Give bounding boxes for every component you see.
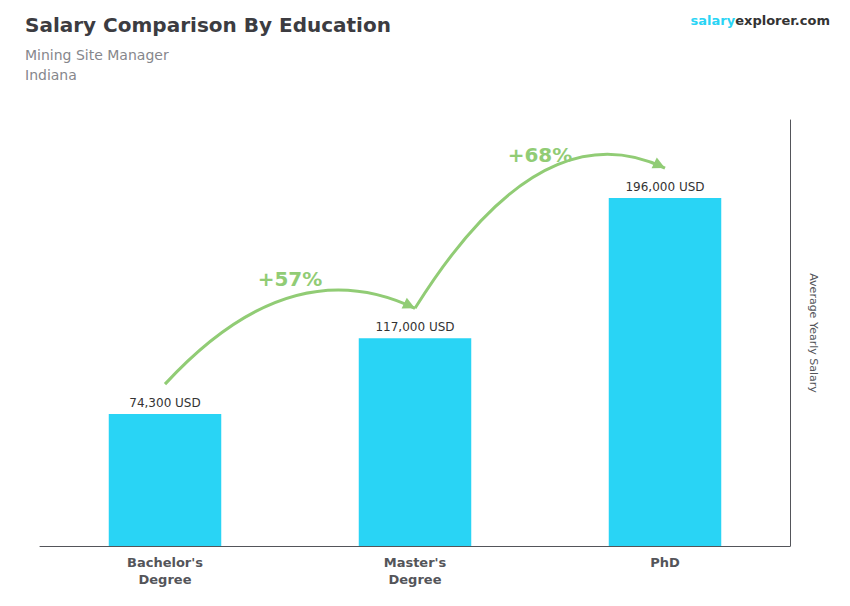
svg-text:Bachelor's: Bachelor's bbox=[127, 555, 203, 570]
svg-text:Degree: Degree bbox=[389, 572, 442, 587]
svg-text:PhD: PhD bbox=[650, 555, 680, 570]
svg-text:Degree: Degree bbox=[139, 572, 192, 587]
svg-text:Salary Comparison By Education: Salary Comparison By Education bbox=[25, 13, 391, 37]
svg-text:+57%: +57% bbox=[258, 267, 323, 291]
svg-text:Mining Site Manager: Mining Site Manager bbox=[25, 47, 169, 63]
svg-text:74,300 USD: 74,300 USD bbox=[129, 396, 200, 410]
svg-text:196,000 USD: 196,000 USD bbox=[625, 180, 704, 194]
svg-text:+68%: +68% bbox=[508, 143, 573, 167]
svg-text:Indiana: Indiana bbox=[25, 67, 77, 83]
svg-text:Master's: Master's bbox=[384, 555, 447, 570]
svg-text:117,000 USD: 117,000 USD bbox=[375, 320, 454, 334]
svg-text:explorer.com: explorer.com bbox=[735, 13, 830, 28]
svg-text:salary: salary bbox=[691, 13, 736, 28]
svg-text:Average Yearly Salary: Average Yearly Salary bbox=[807, 273, 820, 393]
